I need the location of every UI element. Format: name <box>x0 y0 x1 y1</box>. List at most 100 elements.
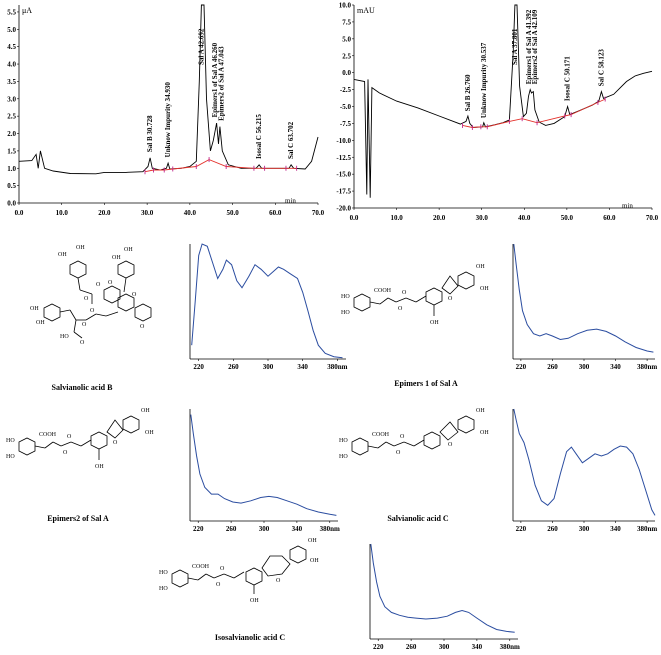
chromatogram-right: mAU -20.0 -17.5 -15.0 -12.5 -10.0 -7.5 -5.0 -2.… <box>336 2 659 223</box>
atom-label: OH <box>36 320 45 326</box>
x-tick-label: 380nm <box>500 643 520 651</box>
peak-markers <box>462 96 606 130</box>
peak-label: Isosal C 50.171 <box>564 56 572 101</box>
uv-curve <box>190 414 337 516</box>
y-tick-label: 5.5 <box>7 8 16 16</box>
atom-label: O <box>140 324 145 330</box>
atom-label: O <box>90 308 95 314</box>
y-tick-label: 0.0 <box>7 200 16 208</box>
caption-isosalvianolic-acid-c: Isosalvianolic acid C <box>214 633 286 642</box>
atom-label: OH <box>58 252 67 258</box>
peak-label: Sal C 63.702 <box>287 121 295 159</box>
atom-label: O <box>448 296 453 302</box>
peak-label: Unknow Impurity 30.537 <box>480 42 488 118</box>
peak-markers <box>144 157 298 175</box>
x-tick-label: 300 <box>259 525 270 533</box>
structure-epimers2-of-sal-a: OH OH HO HO COOH O O O OH <box>6 408 154 470</box>
x-tick-label: 40.0 <box>518 214 531 222</box>
atom-label: HO <box>6 454 15 460</box>
x-unit-label: min <box>285 197 296 205</box>
atom-label: OH <box>141 408 150 414</box>
atom-label: OH <box>145 430 154 436</box>
atom-label: HO <box>339 438 348 444</box>
x-tick-label: 340 <box>472 643 483 651</box>
x-tick-label: 50.0 <box>561 214 574 222</box>
structure-salvianolic-acid-c: OH OH HO HO COOH O O O <box>339 408 489 460</box>
x-tick-label: 300 <box>263 363 274 371</box>
x-tick-label: 260 <box>228 363 239 371</box>
atom-label: O <box>113 440 118 446</box>
peak-label: Sal B 26.760 <box>464 74 472 111</box>
x-tick-label: 340 <box>297 363 308 371</box>
x-tick-labels: 0.0 10.0 20.0 30.0 40.0 50.0 60.0 70.0 <box>350 208 659 222</box>
peak-label: Epimers1 of Sal A 41.392 <box>525 9 533 84</box>
atom-label: HO <box>341 294 350 300</box>
x-tick-label: 260 <box>226 525 237 533</box>
x-tick-label: 260 <box>547 525 558 533</box>
x-tick-label: 220 <box>516 363 527 371</box>
x-tick-label: 40.0 <box>184 209 197 217</box>
uv-curve <box>513 408 656 516</box>
x-tick-label: 380nm <box>320 525 340 533</box>
y-tick-label: 2.0 <box>7 130 16 138</box>
atom-label: HO <box>341 310 350 316</box>
x-unit-label: min <box>622 202 633 210</box>
atom-label: OH <box>476 408 485 414</box>
structure-epimers-1-of-sal-a: OH OH HO HO COOH O O O OH <box>341 264 489 326</box>
x-tick-label: 220 <box>193 525 204 533</box>
x-tick-label: 340 <box>610 525 621 533</box>
y-tick-label: -12.5 <box>336 154 351 162</box>
peak-label: Unknow Impurity 34.930 <box>164 82 172 158</box>
y-tick-label: 7.5 <box>342 18 351 26</box>
uv-spectrum-isosalvianolic-acid-c: 220 260 300 340 380nm <box>369 543 520 651</box>
atom-label: O <box>67 434 72 440</box>
uv-spectrum-epimers-1-of-sal-a: 220 260 300 340 380nm <box>512 243 657 371</box>
peak-label: Sal B 30.728 <box>146 115 154 152</box>
uv-curve <box>370 543 515 633</box>
peak-label: Epimers2 of Sal A 42.109 <box>531 9 539 84</box>
uv-curve <box>191 243 343 359</box>
x-tick-label: 220 <box>193 363 204 371</box>
atom-label: O <box>82 322 87 328</box>
structure-isosalvianolic-acid-c: OH OH HO HO COOH O O O OH <box>159 538 319 604</box>
atom-label: OH <box>430 320 439 326</box>
y-tick-label: 1.0 <box>7 165 16 173</box>
atom-label: OH <box>95 464 104 470</box>
x-tick-label: 380nm <box>637 525 657 533</box>
x-tick-label: 380nm <box>327 363 347 371</box>
y-tick-label: -2.5 <box>340 86 352 94</box>
y-tick-label: -17.5 <box>336 188 351 196</box>
y-tick-label: -7.5 <box>340 120 352 128</box>
x-tick-label: 340 <box>292 525 303 533</box>
x-tick-label: 60.0 <box>269 209 282 217</box>
peak-label: Sal A 37.801 <box>511 28 519 65</box>
atom-label: OH <box>480 430 489 436</box>
chromatogram-left: μA 0.00.51.01.52.02.53.03.54.04.55.05.5 … <box>7 4 325 217</box>
atom-label: OH <box>76 245 85 251</box>
atom-label: OH <box>30 306 39 312</box>
atom-label: O <box>220 566 225 572</box>
atom-label: HO <box>159 586 168 592</box>
atom-label: HO <box>159 570 168 576</box>
x-tick-label: 260 <box>547 363 558 371</box>
x-tick-label: 220 <box>516 525 527 533</box>
atom-label: HO <box>339 454 348 460</box>
uv-spectrum-salvianolic-acid-c: 220 260 300 340 380nm <box>512 408 657 533</box>
atom-label: O <box>398 306 403 312</box>
x-tick-label: 220 <box>373 643 384 651</box>
atom-label: HO <box>6 438 15 444</box>
y-tick-label: 10.0 <box>339 2 352 10</box>
x-tick-label: 70.0 <box>312 209 325 217</box>
atom-label: COOH <box>374 288 392 294</box>
y-tick-labels: -20.0 -17.5 -15.0 -12.5 -10.0 -7.5 -5.0 -2.5 0.0… <box>336 2 354 213</box>
atom-label: COOH <box>372 432 390 438</box>
y-tick-label: -15.0 <box>336 171 351 179</box>
x-tick-label: 380nm <box>637 363 657 371</box>
x-tick-label: 20.0 <box>98 209 111 217</box>
peak-label: Epimers2 of Sal A 47.043 <box>217 46 225 121</box>
x-tick-label: 300 <box>439 643 450 651</box>
y-tick-label: 2.5 <box>342 52 351 60</box>
x-tick-label: 260 <box>406 643 417 651</box>
atom-label: COOH <box>192 564 210 570</box>
y-tick-label: 4.5 <box>7 43 16 51</box>
